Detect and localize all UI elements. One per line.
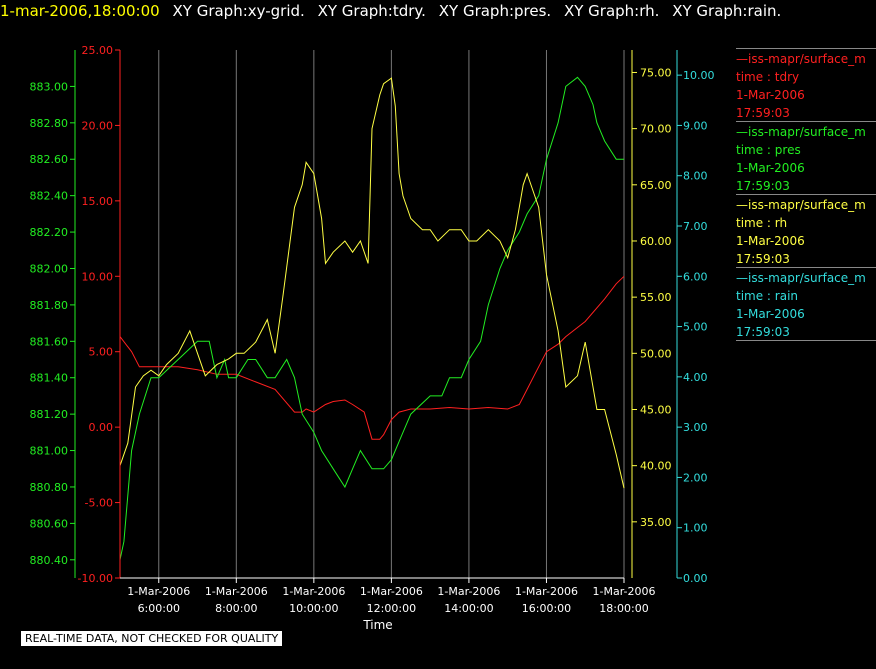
y-tick-label-pres: 882.80 bbox=[30, 117, 69, 130]
y-tick-label-tdry: 10.00 bbox=[82, 270, 114, 283]
x-tick-label-time: 16:00:00 bbox=[522, 602, 571, 615]
legend-series-desc: time : rain bbox=[736, 289, 799, 303]
x-tick-label-date: 1-Mar-2006 bbox=[515, 585, 578, 598]
legend-entry-pres: —iss-mapr/surface_m time : pres 1-Mar-20… bbox=[736, 121, 876, 194]
legend-series-time: 17:59:03 bbox=[736, 325, 790, 339]
header-segment-rain: XY Graph:rain. bbox=[672, 2, 782, 20]
y-tick-label-tdry: 20.00 bbox=[82, 119, 114, 132]
y-tick-label-rh: 65.00 bbox=[640, 179, 672, 192]
title-bar: 1-mar-2006,18:00:00 XY Graph:xy-grid. XY… bbox=[0, 2, 789, 22]
x-tick-label-time: 10:00:00 bbox=[289, 602, 338, 615]
x-axis-title: Time bbox=[362, 618, 392, 632]
y-tick-label-pres: 881.80 bbox=[30, 299, 69, 312]
y-tick-label-rain: 7.00 bbox=[683, 220, 708, 233]
legend-series-date: 1-Mar-2006 bbox=[736, 161, 805, 175]
x-tick-label-date: 1-Mar-2006 bbox=[127, 585, 190, 598]
y-tick-label-pres: 882.00 bbox=[30, 262, 69, 275]
legend-series-name: —iss-mapr/surface_m bbox=[736, 125, 866, 139]
y-tick-label-pres: 881.60 bbox=[30, 335, 69, 348]
x-tick-label-time: 8:00:00 bbox=[215, 602, 257, 615]
y-tick-label-pres: 882.60 bbox=[30, 153, 69, 166]
x-tick-label-time: 14:00:00 bbox=[444, 602, 493, 615]
header-segment-grid: XY Graph:xy-grid. bbox=[172, 2, 305, 20]
legend-series-time: 17:59:03 bbox=[736, 179, 790, 193]
x-tick-label-time: 18:00:00 bbox=[599, 602, 648, 615]
header-segment-pres: XY Graph:pres. bbox=[438, 2, 552, 20]
y-tick-label-rh: 55.00 bbox=[640, 291, 672, 304]
y-tick-label-rain: 6.00 bbox=[683, 270, 708, 283]
legend-series-date: 1-Mar-2006 bbox=[736, 234, 805, 248]
y-tick-label-rh: 40.00 bbox=[640, 460, 672, 473]
legend-series-desc: time : pres bbox=[736, 143, 801, 157]
x-tick-label-date: 1-Mar-2006 bbox=[205, 585, 268, 598]
y-tick-label-pres: 882.40 bbox=[30, 190, 69, 203]
x-tick-label-date: 1-Mar-2006 bbox=[437, 585, 500, 598]
x-tick-label-date: 1-Mar-2006 bbox=[282, 585, 345, 598]
series-line-tdry bbox=[119, 275, 625, 440]
y-tick-label-pres: 881.40 bbox=[30, 372, 69, 385]
axes-group: 880.40 880.60 880.80 881.00 881.20 881.40 881.… bbox=[30, 44, 715, 585]
header-segment-rh: XY Graph:rh. bbox=[563, 2, 660, 20]
y-tick-label-tdry: 5.00 bbox=[89, 346, 114, 359]
x-tick-label-time: 6:00:00 bbox=[138, 602, 180, 615]
legend-entry-rain: —iss-mapr/surface_m time : rain 1-Mar-20… bbox=[736, 267, 876, 341]
y-tick-label-pres: 880.80 bbox=[30, 481, 69, 494]
legend-series-time: 17:59:03 bbox=[736, 252, 790, 266]
y-tick-label-pres: 880.60 bbox=[30, 517, 69, 530]
y-tick-label-rain: 5.00 bbox=[683, 321, 708, 334]
y-tick-label-rh: 35.00 bbox=[640, 516, 672, 529]
legend-series-desc: time : rh bbox=[736, 216, 788, 230]
y-tick-label-pres: 882.20 bbox=[30, 226, 69, 239]
series-group bbox=[119, 76, 625, 579]
y-tick-label-rh: 50.00 bbox=[640, 347, 672, 360]
y-tick-label-tdry: 15.00 bbox=[82, 195, 114, 208]
y-tick-label-rain: 3.00 bbox=[683, 421, 708, 434]
legend-entry-rh: —iss-mapr/surface_m time : rh 1-Mar-2006… bbox=[736, 194, 876, 267]
legend-series-date: 1-Mar-2006 bbox=[736, 307, 805, 321]
y-tick-label-tdry: -10.00 bbox=[78, 572, 113, 585]
y-tick-label-rh: 60.00 bbox=[640, 235, 672, 248]
legend-series-name: —iss-mapr/surface_m bbox=[736, 52, 866, 66]
y-tick-label-rh: 70.00 bbox=[640, 123, 672, 136]
y-tick-label-rain: 10.00 bbox=[683, 69, 715, 82]
x-tick-label-date: 1-Mar-2006 bbox=[593, 585, 656, 598]
legend-series-desc: time : tdry bbox=[736, 70, 800, 84]
y-tick-label-tdry: -5.00 bbox=[85, 497, 113, 510]
quality-disclaimer: REAL-TIME DATA, NOT CHECKED FOR QUALITY bbox=[21, 631, 283, 646]
legend-series-name: —iss-mapr/surface_m bbox=[736, 271, 866, 285]
y-tick-label-rain: 4.00 bbox=[683, 371, 708, 384]
x-axis: 1-Mar-2006 6:00:00 1-Mar-2006 8:00:00 1-Mar-… bbox=[120, 577, 656, 615]
y-tick-label-rain: 1.00 bbox=[683, 522, 708, 535]
header-segment-tdry: XY Graph:tdry. bbox=[317, 2, 426, 20]
y-tick-label-pres: 883.00 bbox=[30, 80, 69, 93]
grid-lines bbox=[158, 50, 625, 578]
series-line-pres bbox=[119, 76, 624, 560]
legend: —iss-mapr/surface_m time : tdry 1-Mar-20… bbox=[736, 48, 876, 341]
y-tick-label-pres: 880.40 bbox=[30, 554, 69, 567]
header-timestamp: 1-mar-2006,18:00:00 bbox=[0, 2, 160, 20]
y-tick-label-rain: 2.00 bbox=[683, 471, 708, 484]
legend-series-time: 17:59:03 bbox=[736, 106, 790, 120]
series-line-rh bbox=[119, 77, 625, 489]
y-tick-label-pres: 881.20 bbox=[30, 408, 69, 421]
y-tick-label-rh: 45.00 bbox=[640, 403, 672, 416]
x-tick-label-time: 12:00:00 bbox=[367, 602, 416, 615]
legend-series-name: —iss-mapr/surface_m bbox=[736, 198, 866, 212]
y-tick-label-tdry: 0.00 bbox=[89, 421, 114, 434]
y-tick-label-rh: 75.00 bbox=[640, 66, 672, 79]
x-tick-label-date: 1-Mar-2006 bbox=[360, 585, 423, 598]
y-tick-label-pres: 881.00 bbox=[30, 445, 69, 458]
legend-series-date: 1-Mar-2006 bbox=[736, 88, 805, 102]
y-tick-label-rain: 9.00 bbox=[683, 119, 708, 132]
legend-entry-tdry: —iss-mapr/surface_m time : tdry 1-Mar-20… bbox=[736, 48, 876, 121]
y-tick-label-rain: 0.00 bbox=[683, 572, 708, 585]
y-tick-label-rain: 8.00 bbox=[683, 170, 708, 183]
y-tick-label-tdry: 25.00 bbox=[82, 44, 114, 57]
